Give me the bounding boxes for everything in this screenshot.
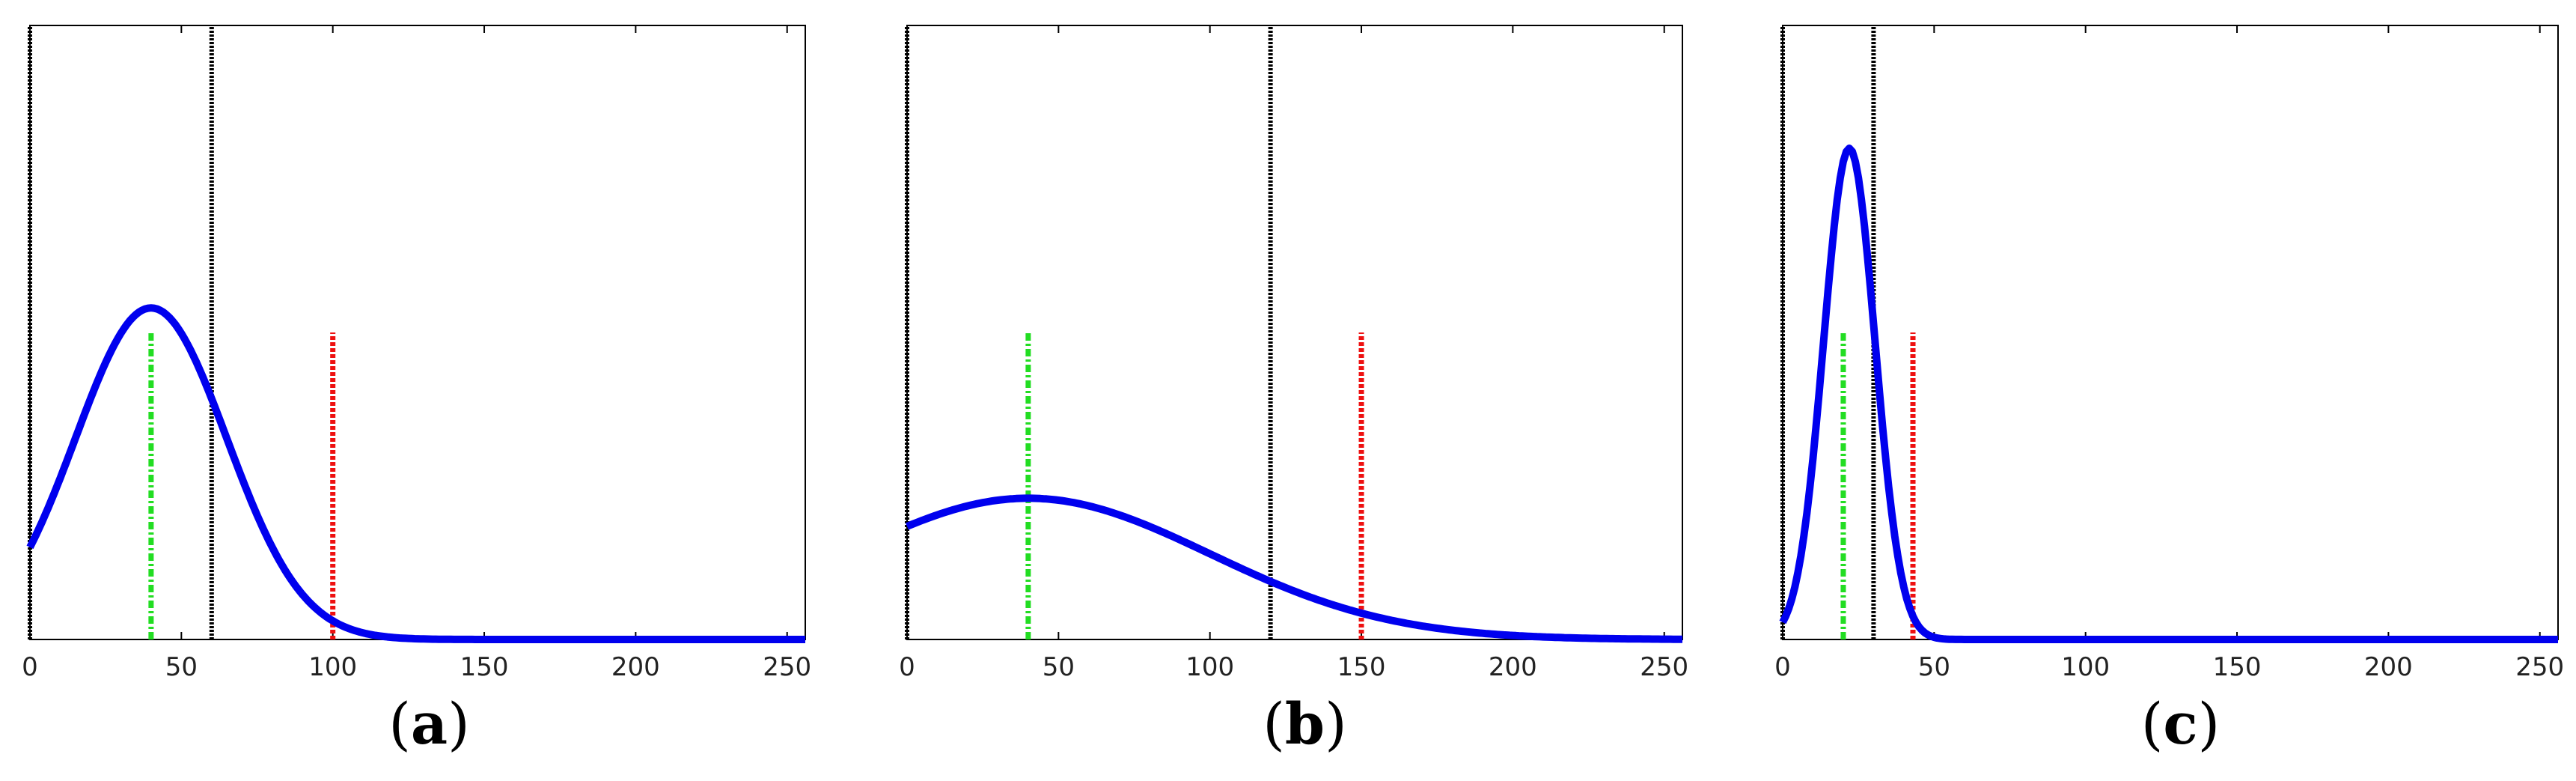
chart-plot-b: 0 50 100 150 200 250 [899, 25, 1688, 682]
panel-label-a: (a) [388, 690, 470, 757]
plot-frame [29, 25, 806, 640]
chart-panel-c: 0 50 100 150 200 250 (c) [1751, 0, 2576, 781]
x-tick-label: 50 [1918, 652, 1950, 682]
chart-plot-c: 0 50 100 150 200 250 [1774, 25, 2564, 682]
x-tick-label: 200 [2364, 652, 2413, 682]
chart-panel-b: 0 50 100 150 200 250 (b) [876, 0, 1734, 781]
x-tick-label: 0 [22, 652, 38, 682]
x-tick-label: 50 [165, 652, 198, 682]
distribution-curve [906, 494, 1683, 643]
distribution-curve [26, 304, 806, 643]
distribution-curve [1779, 145, 2559, 643]
panel-label-c: (c) [2140, 690, 2221, 757]
x-tick-label: 150 [1337, 652, 1386, 682]
x-tick-label: 100 [1185, 652, 1234, 682]
x-tick-label: 150 [460, 652, 509, 682]
x-tick-label: 0 [1774, 652, 1791, 682]
x-tick-label: 200 [611, 652, 660, 682]
x-tick-label: 50 [1043, 652, 1075, 682]
x-tick-label: 100 [2061, 652, 2110, 682]
x-tick-label: 0 [899, 652, 915, 682]
chart-plot-a: 0 50 100 150 200 250 [22, 25, 811, 682]
x-tick-label: 250 [1640, 652, 1688, 682]
x-tick-label: 250 [2515, 652, 2564, 682]
plot-frame [906, 25, 1683, 640]
chart-panel-a: 0 50 100 150 200 250 (a) [0, 0, 858, 781]
x-tick-label: 200 [1489, 652, 1537, 682]
x-tick-label: 100 [308, 652, 357, 682]
x-tick-label: 150 [2213, 652, 2262, 682]
panel-label-b: (b) [1263, 690, 1347, 757]
x-tick-label: 250 [763, 652, 811, 682]
